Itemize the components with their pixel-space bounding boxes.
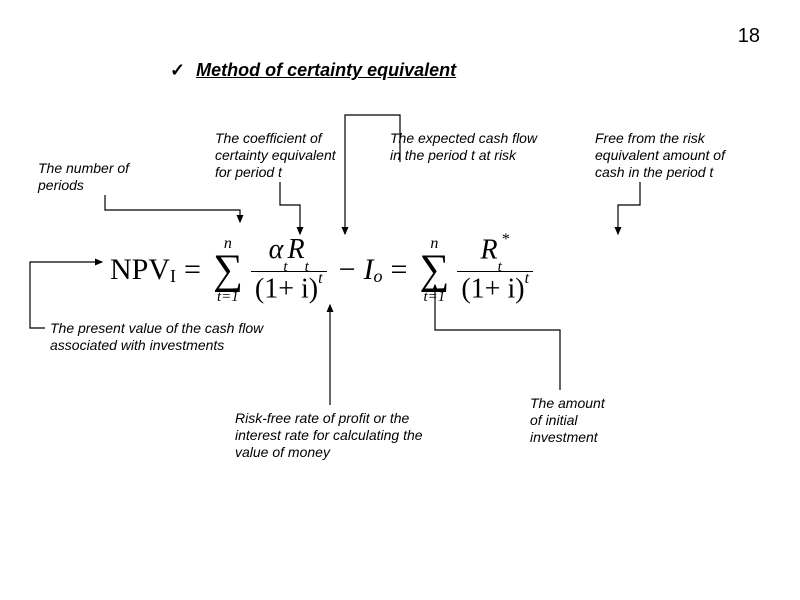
den1-exp: t — [318, 270, 322, 287]
label-coefficient: The coefficient ofcertainty equivalentfo… — [215, 130, 375, 180]
page-number: 18 — [738, 25, 760, 48]
formula: NPVI = n ∑ t=1 αtRt (1+ i)t − Io = n ∑ t… — [110, 235, 537, 306]
frac2-numerator: Rt* — [477, 235, 514, 271]
checkmark-icon: ✓ — [170, 60, 185, 80]
formula-eq2: = — [390, 253, 407, 287]
title: ✓ Method of certainty equivalent — [170, 60, 456, 81]
den2-base: (1+ i) — [461, 274, 524, 305]
R1: R — [288, 234, 305, 265]
sigma-2: n ∑ t=1 — [419, 236, 449, 305]
formula-npv-sub: I — [170, 266, 176, 287]
den2-exp: t — [525, 270, 529, 287]
alpha-sub: t — [283, 259, 287, 275]
R2-sub: t — [498, 259, 502, 275]
sigma1-symbol: ∑ — [213, 252, 243, 290]
title-text: Method of certainty equivalent — [196, 60, 456, 80]
frac2-denominator: (1+ i)t — [457, 271, 533, 305]
R1-sub: t — [305, 259, 309, 275]
label-expected-cashflow: The expected cash flowin the period t at… — [390, 130, 580, 164]
den1-base: (1+ i) — [255, 274, 318, 305]
frac1-denominator: (1+ i)t — [251, 271, 327, 305]
label-num-periods: The number ofperiods — [38, 160, 178, 194]
I-sub: o — [373, 266, 382, 287]
label-risk-free-rate: Risk-free rate of profit or theinterest … — [235, 410, 465, 460]
sigma2-symbol: ∑ — [419, 252, 449, 290]
sigma2-bottom: t=1 — [423, 290, 445, 305]
formula-npv: NPV — [110, 253, 170, 287]
label-free-from-risk: Free from the riskequivalent amount ofca… — [595, 130, 775, 180]
label-present-value: The present value of the cash flowassoci… — [50, 320, 310, 354]
fraction-2: Rt* (1+ i)t — [457, 235, 533, 306]
label-initial-investment: The amountof initialinvestment — [530, 395, 650, 445]
formula-eq1: = — [184, 253, 201, 287]
R2-sup: * — [502, 231, 510, 248]
sigma1-bottom: t=1 — [217, 290, 239, 305]
alpha: α — [269, 234, 284, 265]
fraction-1: αtRt (1+ i)t — [251, 235, 327, 305]
sigma-1: n ∑ t=1 — [213, 236, 243, 305]
I-term: I — [363, 253, 373, 287]
R2: R — [481, 234, 498, 265]
formula-minus: − — [339, 253, 356, 287]
frac1-numerator: αtRt — [265, 235, 313, 271]
